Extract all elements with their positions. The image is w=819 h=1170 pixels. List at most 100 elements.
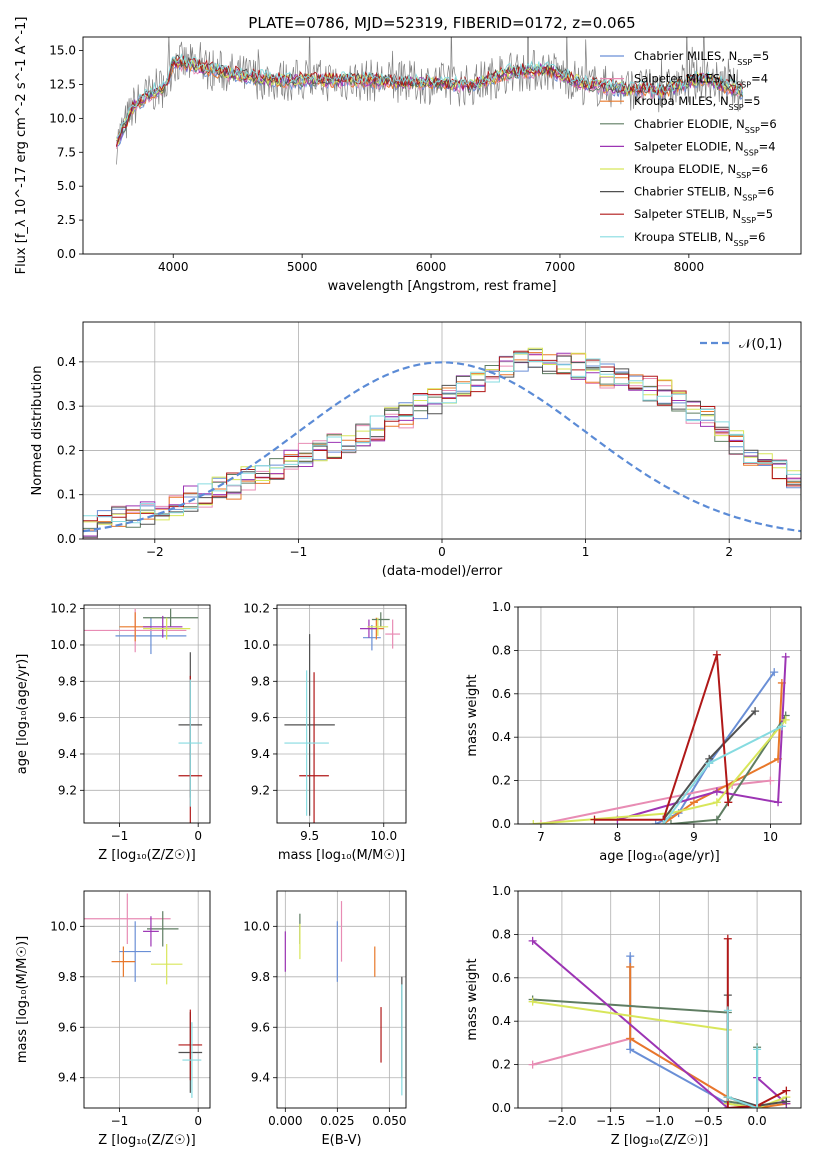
y-tick-label: 2.5: [57, 213, 76, 227]
errorbar-salpeter-stelib: [178, 1009, 203, 1081]
data-point: [705, 759, 714, 768]
y-axis-label: age [log₁₀(age/yr)]: [15, 654, 30, 775]
errorbar-chabrier-miles: [119, 921, 151, 982]
data-point: [712, 787, 721, 796]
data-point: [712, 798, 721, 807]
plot-area: [284, 612, 401, 823]
grid: [84, 605, 210, 823]
y-tick-label: 7.5: [57, 145, 76, 159]
errorbar-kroupa-stelib: [178, 679, 203, 807]
series-line: [532, 1037, 758, 1108]
y-tick-label: 9.4: [58, 747, 77, 761]
errorbar-kroupa-stelib: [284, 670, 329, 816]
x-axis-label: Z [log₁₀(Z/Z☉)]: [98, 848, 195, 863]
series-kroupa-stelib: [723, 1006, 762, 1108]
plot-area: [116, 37, 744, 165]
series-kroupa-elodie: [529, 715, 790, 824]
errorbar-chabrier-stelib: [284, 634, 335, 816]
histogram-chabrier-elodie: [83, 349, 801, 539]
y-axis-label: Flux [f_λ 10^-17 erg cm^-2 s^-1 A^-1]: [14, 17, 29, 275]
y-tick-label: 0.2: [57, 443, 76, 457]
y-tick-label: 0.6: [492, 687, 511, 701]
data-point: [781, 652, 790, 661]
model-spectrum-salpeter-stelib: [116, 55, 744, 147]
legend-entry: Chabrier MILES, NSSP=5: [634, 49, 769, 67]
x-tick-label: 0: [194, 1114, 202, 1128]
plot-area: [83, 347, 801, 539]
series-line: [594, 654, 730, 821]
data-point: [528, 936, 537, 945]
x-tick-label: −1: [290, 545, 308, 559]
figure-title: PLATE=0786, MJD=52319, FIBERID=0172, z=0…: [248, 14, 635, 32]
series-line: [726, 1010, 759, 1108]
x-tick-label: −0.5: [694, 1114, 723, 1128]
ticks: 9.5 10.0 9.2 9.4 9.6 9.8 10.0 10.2: [243, 602, 397, 843]
x-tick-label: −1.5: [596, 1114, 625, 1128]
data-point: [626, 1045, 635, 1054]
grid: [518, 606, 801, 825]
y-tick-label: 10.0: [49, 111, 76, 125]
x-axis-label: Z [log₁₀(Z/Z☉)]: [98, 1133, 195, 1148]
data-spectrum-line: [116, 37, 744, 165]
series-line: [655, 671, 776, 824]
y-tick-label: 1.0: [492, 600, 511, 614]
data-point: [626, 1034, 635, 1043]
data-point: [659, 820, 668, 824]
errorbar-kroupa-miles: [111, 946, 136, 977]
mass-vs-reddening-panel: 0.000 0.025 0.050 9.4 9.6 9.8 10.0 E(B-V): [243, 890, 407, 1148]
x-axis-label: E(B-V): [321, 1133, 361, 1148]
normal-curve: [83, 361, 801, 533]
errorbar-salpeter-elodie: [360, 619, 378, 638]
y-tick-label: 9.8: [251, 970, 270, 984]
y-tick-label: 0.1: [57, 488, 76, 502]
x-axis-label: (data-model)/error: [382, 564, 503, 579]
data-point: [651, 820, 660, 824]
y-tick-label: 12.5: [49, 77, 76, 91]
data-point: [626, 962, 635, 971]
data-point: [723, 1006, 732, 1015]
y-axis-label: mass weight: [465, 958, 480, 1040]
x-tick-label: 0.050: [372, 1114, 406, 1128]
x-tick-label: 4000: [158, 260, 189, 274]
data-point: [777, 722, 786, 731]
x-tick-label: 10: [763, 830, 778, 844]
ticks: 0.000 0.025 0.050 9.4 9.6 9.8 10.0: [243, 919, 406, 1128]
ticks: −2.0 −1.5 −1.0 −0.5 0.0 0.0 0.2 0.4 0.6 0.8 1.0: [492, 884, 767, 1128]
y-tick-label: 9.2: [251, 783, 270, 797]
errorbar-chabrier-elodie: [147, 911, 179, 947]
axes-frame: [83, 604, 211, 824]
series-chabrier-elodie: [666, 711, 790, 824]
plot-area: [84, 893, 203, 1098]
errorbar-kroupa-elodie: [150, 943, 183, 985]
y-tick-label: 0.4: [492, 730, 511, 744]
y-axis-label: mass [log₁₀(M/M☉)]: [15, 936, 30, 1063]
errorbar-chabrier-miles: [363, 624, 381, 651]
y-tick-label: 0.8: [492, 927, 511, 941]
y-tick-label: 0.6: [492, 971, 511, 985]
x-tick-label: 0.000: [268, 1114, 302, 1128]
plot-area: [529, 650, 790, 824]
x-tick-label: 2: [725, 545, 733, 559]
y-tick-label: 10.2: [243, 602, 270, 616]
x-tick-label: 7000: [545, 260, 576, 274]
x-tick-label: 5000: [287, 260, 318, 274]
model-spectrum-kroupa-stelib: [116, 53, 744, 139]
axes-frame: [82, 321, 802, 540]
grid: [84, 891, 210, 1108]
data-point: [782, 1086, 791, 1095]
x-tick-label: 8000: [674, 260, 705, 274]
errorbar-salpeter-miles: [84, 893, 171, 944]
y-tick-label: 0.4: [492, 1014, 511, 1028]
data-point: [781, 715, 790, 724]
legend-entry: Salpeter MILES, NSSP=4: [634, 72, 768, 90]
x-tick-label: −1: [111, 1114, 129, 1128]
y-tick-label: 9.8: [58, 970, 77, 984]
legend-entry: Chabrier STELIB, NSSP=6: [634, 185, 774, 203]
data-point: [782, 1097, 791, 1106]
ticks: 7 8 9 10 0.0 0.2 0.4 0.6 0.8 1.0: [492, 600, 778, 844]
errorbar-salpeter-stelib: [299, 672, 329, 823]
y-tick-label: 10.0: [243, 638, 270, 652]
series-line: [629, 956, 759, 1108]
errorbar-salpeter-miles: [385, 619, 401, 649]
y-tick-label: 9.6: [58, 1020, 77, 1034]
